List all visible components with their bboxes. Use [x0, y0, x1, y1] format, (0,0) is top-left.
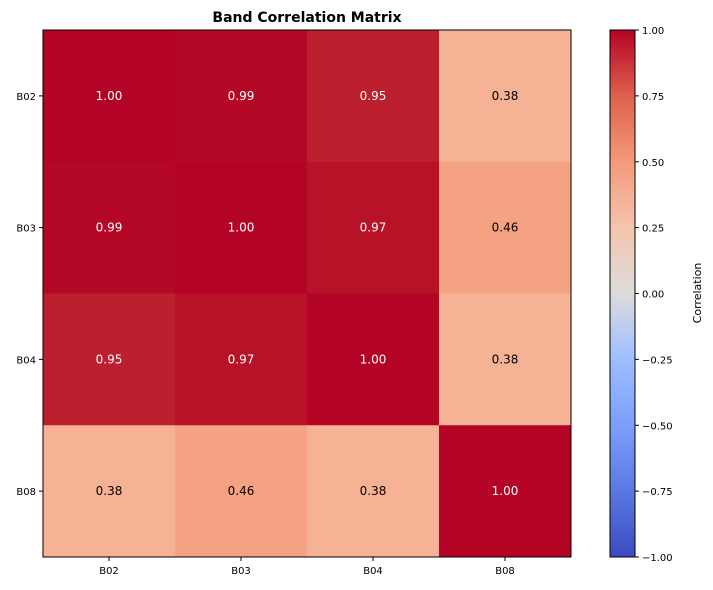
y-tick-label: B08 [16, 487, 36, 498]
cell-value-label: 0.38 [360, 484, 387, 498]
cell-value-label: 1.00 [492, 484, 519, 498]
cell-value-label: 0.99 [96, 221, 123, 235]
x-tick-label: B04 [363, 566, 383, 577]
cell-value-label: 0.95 [360, 89, 387, 103]
cell-value-label: 1.00 [228, 221, 255, 235]
cell-value-label: 0.97 [228, 352, 255, 366]
heatmap-cell-B08-B04 [307, 425, 440, 558]
y-tick-label: B03 [16, 224, 36, 235]
x-tick-label: B08 [495, 566, 515, 577]
heatmap-cell-B03-B04 [307, 161, 440, 294]
cell-value-label: 0.38 [492, 352, 519, 366]
x-axis: B02 B03 B04 B08 [99, 557, 515, 577]
cell-value-label: 0.95 [96, 352, 123, 366]
x-tick-label: B03 [231, 566, 251, 577]
colorbar-tick-label: 0.50 [642, 158, 664, 169]
colorbar-tick-label: 1.00 [642, 26, 664, 37]
heatmap-cell-B08-B08 [439, 425, 572, 558]
colorbar-tick-label: −0.50 [642, 421, 673, 432]
heatmap-cell-B03-B02 [43, 161, 176, 294]
heatmap-cells: 1.00 0.99 0.95 0.38 0.99 1.00 0.97 0.46 0.95 0.97… [43, 30, 572, 558]
y-axis: B02 B03 B04 B08 [16, 92, 43, 498]
heatmap-cell-B02-B04 [307, 30, 440, 163]
y-tick-label: B04 [16, 355, 36, 366]
y-tick-label: B02 [16, 92, 36, 103]
heatmap-cell-B04-B02 [43, 293, 176, 426]
colorbar [609, 29, 636, 558]
colorbar-tick-label: 0.00 [642, 290, 664, 301]
cell-value-label: 0.97 [360, 221, 387, 235]
colorbar-label: Correlation [691, 263, 704, 324]
heatmap-cell-B02-B03 [175, 30, 308, 163]
heatmap-cell-B08-B03 [175, 425, 308, 558]
heatmap-cell-B03-B03 [175, 161, 308, 294]
heatmap-cell-B08-B02 [43, 425, 176, 558]
cell-value-label: 0.99 [228, 89, 255, 103]
colorbar-tick-label: −0.75 [642, 487, 673, 498]
colorbar-tick-label: −0.25 [642, 355, 673, 366]
heatmap-cell-B04-B08 [439, 293, 572, 426]
heatmap-cell-B03-B08 [439, 161, 572, 294]
cell-value-label: 0.38 [492, 89, 519, 103]
chart-title: Band Correlation Matrix [212, 10, 401, 26]
cell-value-label: 0.38 [96, 484, 123, 498]
cell-value-label: 0.46 [228, 484, 255, 498]
plot-frame [42, 29, 572, 558]
colorbar-tick-label: 0.75 [642, 92, 664, 103]
cell-value-label: 1.00 [360, 352, 387, 366]
heatmap-cell-B02-B02 [43, 30, 176, 163]
cell-value-label: 0.46 [492, 221, 519, 235]
cell-value-label: 1.00 [96, 89, 123, 103]
colorbar-tick-label: 0.25 [642, 224, 664, 235]
colorbar-ticks: 1.00 0.75 0.50 0.25 0.00 −0.25 −0.50 −0.75 −1.00 [635, 26, 673, 564]
x-tick-label: B02 [99, 566, 119, 577]
colorbar-tick-label: −1.00 [642, 553, 673, 564]
heatmap-cell-B02-B08 [439, 30, 572, 163]
heatmap-cell-B04-B04 [307, 293, 440, 426]
heatmap-cell-B04-B03 [175, 293, 308, 426]
